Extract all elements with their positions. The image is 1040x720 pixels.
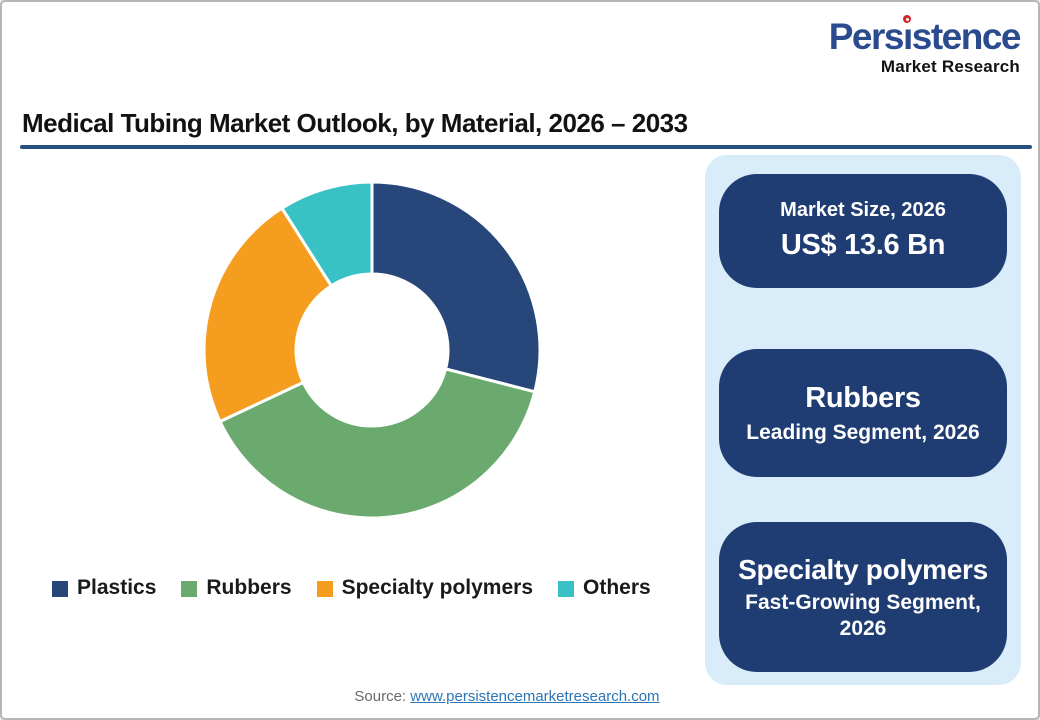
leading-segment-card: Rubbers Leading Segment, 2026 (719, 349, 1007, 477)
leading-segment-name: Rubbers (805, 382, 921, 415)
legend-item-plastics: Plastics (52, 576, 156, 600)
donut-slice-plastics (370, 180, 542, 394)
legend-label: Rubbers (206, 576, 292, 599)
rubbers-swatch-icon (181, 580, 198, 597)
persistence-market-research-logo: Pers ıstence Market Research (828, 15, 1022, 76)
source-label: Source: (354, 688, 407, 705)
title-underline (20, 145, 1032, 149)
legend-item-specialty-polymers: Specialty polymers (316, 576, 533, 600)
logo-text-post: stence (911, 16, 1022, 57)
page-title: Medical Tubing Market Outlook, by Materi… (22, 108, 688, 138)
legend-label: Specialty polymers (341, 576, 533, 599)
source-link[interactable]: www.persistencemarketresearch.com (410, 688, 660, 705)
logo-text-pre: Pers (828, 16, 905, 57)
donut-slice-specialty-polymers (202, 206, 333, 424)
market-size-value: US$ 13.6 Bn (780, 229, 946, 262)
market-size-label: Market Size, 2026 (780, 199, 946, 222)
donut-chart (200, 178, 544, 522)
logo-wordmark: Pers ıstence (828, 15, 1022, 57)
donut-slice-rubbers (218, 367, 537, 520)
market-size-card: Market Size, 2026 US$ 13.6 Bn (719, 174, 1007, 288)
others-swatch-icon (558, 580, 574, 597)
logo-red-dot-icon (903, 15, 912, 23)
legend-item-others: Others (558, 576, 651, 600)
chart-legend: Plastics Rubbers Specialty polymers Othe… (52, 576, 651, 600)
fast-growing-segment-name: Specialty polymers (738, 553, 988, 585)
fast-growing-segment-card: Specialty polymers Fast-Growing Segment,… (719, 522, 1007, 672)
plastics-swatch-icon (52, 580, 68, 597)
highlights-panel: Market Size, 2026 US$ 13.6 Bn Rubbers Le… (705, 155, 1021, 685)
specialty-polymers-swatch-icon (316, 580, 333, 597)
donut-slice-others (280, 180, 374, 288)
fast-growing-segment-label: Fast-Growing Segment, 2026 (745, 590, 981, 640)
logo-letter-i: ı (902, 15, 913, 57)
legend-item-rubbers: Rubbers (181, 576, 292, 600)
source-line: Source: www.persistencemarketresearch.co… (182, 688, 832, 705)
legend-label: Plastics (77, 576, 157, 599)
legend-label: Others (583, 576, 651, 599)
leading-segment-label: Leading Segment, 2026 (746, 420, 980, 444)
logo-tagline: Market Research (880, 57, 1020, 76)
donut-chart-svg (202, 180, 542, 520)
